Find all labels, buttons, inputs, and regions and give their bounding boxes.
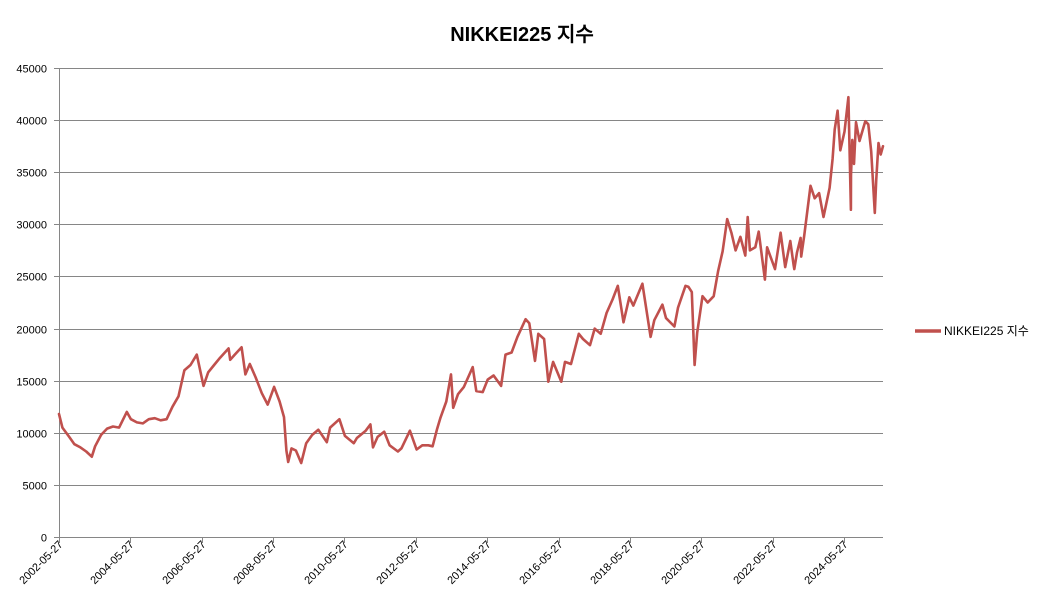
x-tick-label: 2024-05-27 bbox=[802, 539, 850, 587]
y-tick-label: 40000 bbox=[16, 116, 47, 128]
axes bbox=[54, 68, 883, 543]
x-tick-label: 2022-05-27 bbox=[731, 539, 779, 587]
legend: NIKKEI225 지수 bbox=[915, 324, 1029, 338]
series-layer bbox=[57, 95, 885, 465]
x-tick-label: 2020-05-27 bbox=[659, 539, 707, 587]
x-tick-label: 2014-05-27 bbox=[445, 539, 493, 587]
x-tick-label: 2006-05-27 bbox=[160, 539, 208, 587]
x-tick-label: 2016-05-27 bbox=[517, 539, 565, 587]
y-tick-label: 45000 bbox=[16, 64, 47, 76]
x-axis-tick-labels: 2002-05-27 2004-05-27 2006-05-27 2008-05-27… bbox=[17, 539, 850, 587]
y-axis-tick-labels: 0 5000 10000 15000 20000 25000 30000 35000 40000… bbox=[16, 64, 47, 545]
x-tick-label: 2010-05-27 bbox=[302, 539, 350, 587]
chart-title: NIKKEI225 지수 bbox=[450, 23, 594, 46]
y-tick-label: 25000 bbox=[16, 272, 47, 284]
y-tick-label: 35000 bbox=[16, 168, 47, 180]
series-line bbox=[57, 95, 885, 465]
y-tick-label: 20000 bbox=[16, 325, 47, 337]
y-tick-label: 10000 bbox=[16, 429, 47, 441]
x-tick-label: 2012-05-27 bbox=[374, 539, 422, 587]
y-tick-label: 0 bbox=[41, 533, 47, 545]
y-tick-label: 5000 bbox=[23, 481, 47, 493]
legend-label: NIKKEI225 지수 bbox=[944, 324, 1029, 338]
y-tick-label: 15000 bbox=[16, 377, 47, 389]
y-tick-label: 30000 bbox=[16, 220, 47, 232]
x-tick-label: 2018-05-27 bbox=[588, 539, 636, 587]
x-tick-label: 2002-05-27 bbox=[17, 539, 65, 587]
x-tick-label: 2008-05-27 bbox=[231, 539, 279, 587]
x-tick-label: 2004-05-27 bbox=[88, 539, 136, 587]
gridlines bbox=[59, 68, 883, 486]
